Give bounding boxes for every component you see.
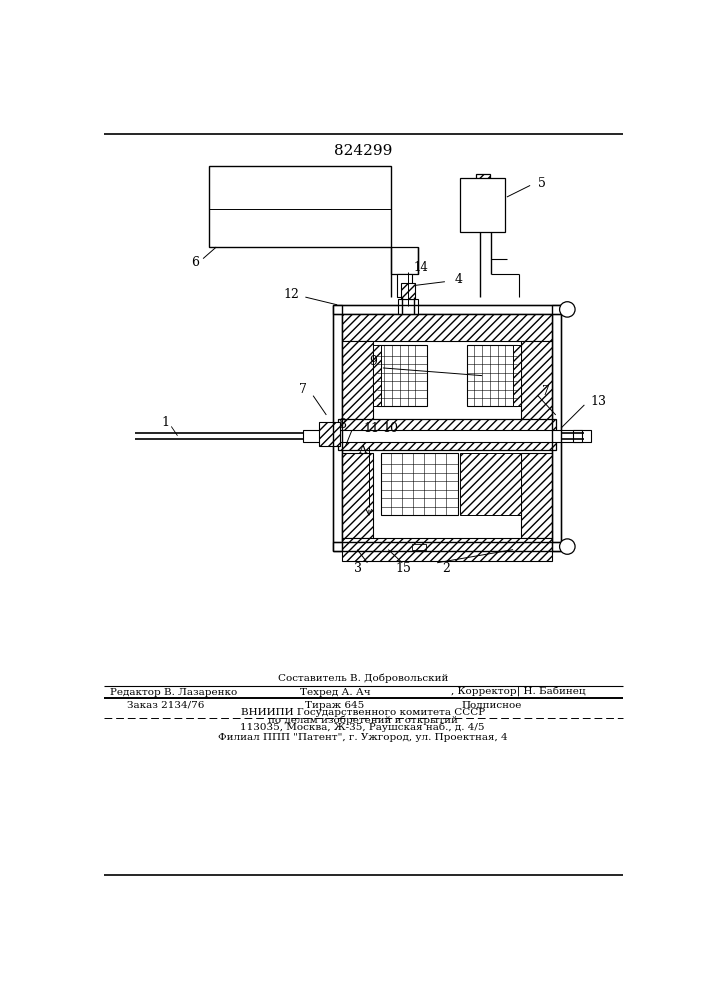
Bar bbox=[209, 166, 391, 247]
Text: 5: 5 bbox=[538, 177, 546, 190]
Bar bbox=[341, 341, 373, 420]
Bar bbox=[332, 542, 561, 551]
Text: Составитель В. Добровольский: Составитель В. Добровольский bbox=[278, 674, 448, 683]
Bar bbox=[460, 453, 521, 515]
Circle shape bbox=[559, 539, 575, 554]
Bar bbox=[460, 178, 506, 232]
Text: 2: 2 bbox=[442, 562, 450, 575]
Text: 8: 8 bbox=[338, 418, 346, 431]
Text: Техред А. Ач: Техред А. Ач bbox=[300, 688, 370, 697]
Text: Редактор В. Лазаренко: Редактор В. Лазаренко bbox=[110, 688, 238, 697]
Bar bbox=[573, 430, 582, 442]
Bar bbox=[552, 305, 561, 551]
Bar bbox=[476, 174, 490, 212]
Bar bbox=[391, 247, 418, 274]
Bar bbox=[341, 538, 552, 561]
Text: 12: 12 bbox=[284, 288, 299, 301]
Bar bbox=[521, 453, 552, 538]
Bar bbox=[411, 543, 426, 550]
Bar bbox=[332, 305, 341, 551]
Text: 4: 4 bbox=[454, 273, 462, 286]
Text: 3: 3 bbox=[354, 562, 362, 575]
Bar bbox=[467, 345, 517, 406]
Bar bbox=[338, 419, 556, 450]
Text: 113035, Москва, Ж-35, Раушская наб., д. 4/5: 113035, Москва, Ж-35, Раушская наб., д. … bbox=[240, 722, 485, 732]
Text: 7: 7 bbox=[542, 385, 549, 398]
Bar bbox=[398, 299, 418, 314]
Text: 14: 14 bbox=[414, 261, 428, 274]
Bar bbox=[341, 453, 373, 538]
Bar bbox=[401, 283, 414, 299]
Bar bbox=[332, 305, 561, 314]
Bar bbox=[377, 345, 427, 406]
Bar bbox=[513, 345, 521, 406]
Text: 6: 6 bbox=[192, 256, 199, 269]
Circle shape bbox=[559, 302, 575, 317]
Text: А: А bbox=[358, 445, 367, 455]
Bar bbox=[380, 453, 458, 515]
Text: 9: 9 bbox=[369, 355, 377, 368]
Text: Подписное: Подписное bbox=[461, 701, 522, 710]
Bar bbox=[341, 314, 552, 341]
Text: 1: 1 bbox=[162, 416, 170, 429]
Text: 10: 10 bbox=[382, 422, 399, 434]
Text: 11: 11 bbox=[363, 422, 379, 434]
Bar bbox=[303, 430, 590, 442]
Text: ВНИИПИ Государственного комитета СССР: ВНИИПИ Государственного комитета СССР bbox=[240, 708, 485, 717]
Text: 13: 13 bbox=[590, 395, 607, 408]
Text: , Корректор| Н. Бабинец: , Корректор| Н. Бабинец bbox=[451, 687, 586, 697]
Bar bbox=[397, 274, 412, 297]
Text: по делам изобретений и открытий: по делам изобретений и открытий bbox=[268, 715, 457, 725]
Text: 15: 15 bbox=[396, 562, 411, 575]
Text: Тираж 645: Тираж 645 bbox=[305, 701, 364, 710]
Bar bbox=[319, 422, 340, 446]
Bar bbox=[373, 345, 380, 406]
Text: 824299: 824299 bbox=[334, 144, 392, 158]
Text: Заказ 2134/76: Заказ 2134/76 bbox=[127, 701, 204, 710]
Bar bbox=[521, 341, 552, 420]
Text: Филиал ППП "Патент", г. Ужгород, ул. Проектная, 4: Филиал ППП "Патент", г. Ужгород, ул. Про… bbox=[218, 733, 508, 742]
Text: 7: 7 bbox=[299, 383, 307, 396]
